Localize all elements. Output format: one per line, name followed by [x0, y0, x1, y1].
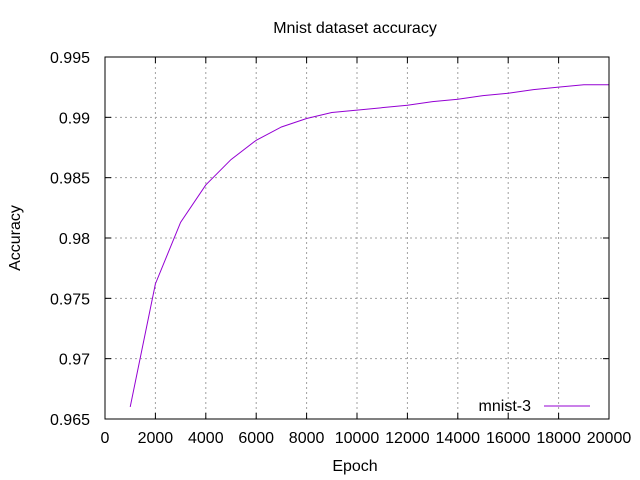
x-tick-label: 8000	[289, 430, 325, 447]
series-line-mnist-3	[129, 84, 609, 408]
x-tick-label: 2000	[138, 430, 174, 447]
axes: 0 2000 4000 6000 8000 10000 12000 14000 16000 180…	[50, 50, 631, 447]
legend: mnist-3	[479, 398, 590, 415]
x-tick-label: 6000	[238, 430, 274, 447]
x-tick-label: 20000	[587, 430, 632, 447]
chart-title: Mnist dataset accuracy	[273, 20, 437, 37]
x-tick-label: 18000	[536, 430, 581, 447]
y-tick-label: 0.99	[59, 110, 90, 127]
y-tick-label: 0.975	[50, 291, 90, 308]
y-tick-label: 0.965	[50, 412, 90, 429]
x-tick-label: 4000	[188, 430, 224, 447]
x-tick-label: 0	[101, 430, 110, 447]
x-tick-label: 14000	[436, 430, 481, 447]
y-tick-label: 0.985	[50, 171, 90, 188]
series-layer	[129, 84, 609, 408]
y-tick-label: 0.995	[50, 50, 90, 67]
y-axis-label: Accuracy	[7, 205, 24, 271]
plot-frame	[104, 56, 610, 420]
x-axis-label: Epoch	[332, 458, 377, 475]
x-tick-label: 12000	[385, 430, 430, 447]
legend-label: mnist-3	[479, 398, 532, 415]
y-tick-label: 0.98	[59, 231, 90, 248]
x-tick-label: 16000	[486, 430, 531, 447]
y-tick-label: 0.97	[59, 352, 90, 369]
x-tick-label: 10000	[335, 430, 380, 447]
grid	[105, 57, 609, 419]
